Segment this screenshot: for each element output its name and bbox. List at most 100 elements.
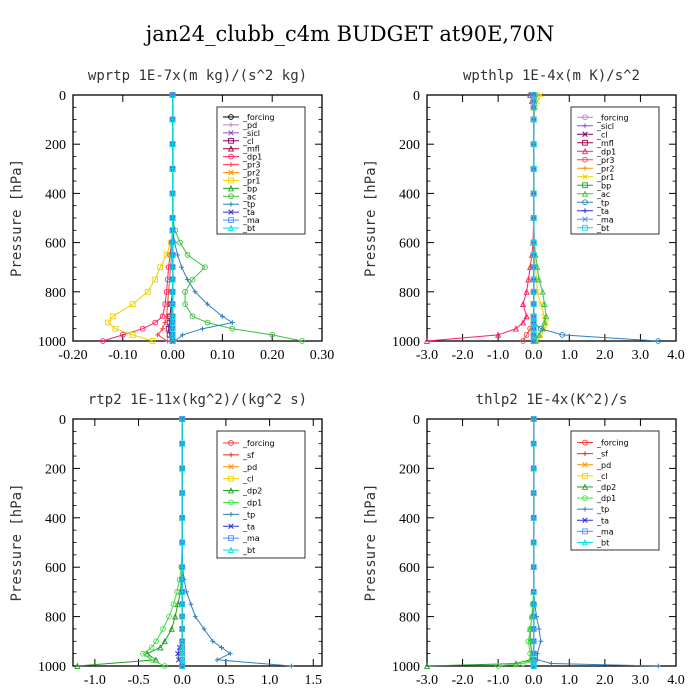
data-point (530, 319, 537, 326)
data-point (169, 300, 176, 307)
data-point (162, 320, 168, 325)
x-tick-label: 0.0 (525, 673, 543, 688)
series-line (142, 419, 183, 667)
data-point (269, 332, 276, 338)
series-dp1 (495, 416, 537, 669)
legend-label: _sf (242, 451, 254, 460)
legend-marker (582, 216, 588, 223)
data-point (179, 563, 186, 571)
data-point (179, 650, 186, 657)
data-point (530, 252, 537, 258)
data-point (530, 650, 537, 657)
series-dp1 (100, 92, 176, 344)
data-point (530, 92, 537, 98)
legend-marker (582, 461, 588, 468)
data-point (166, 613, 172, 620)
legend-label: _ta (242, 522, 255, 531)
data-point (535, 331, 543, 338)
data-point (164, 314, 170, 319)
data-point (179, 514, 186, 521)
data-point (530, 489, 537, 496)
y-tick-label: 1000 (38, 335, 66, 350)
legend-marker (228, 440, 234, 446)
y-tick-label: 600 (399, 237, 420, 252)
data-point (530, 325, 537, 332)
data-point (155, 332, 161, 338)
data-point (530, 464, 537, 472)
legend-label: _dp1 (596, 494, 616, 503)
legend-marker (228, 511, 234, 517)
legend-entry: _dp1 (577, 147, 616, 156)
legend-label: _sicl (242, 129, 260, 138)
legend: _forcing _sf _pd _cl _dp2 _dp1 _tp _ta _ma _bt (570, 430, 660, 551)
x-tick-label: 2.0 (596, 348, 614, 363)
legend-marker (227, 145, 235, 152)
y-axis-label: Pressure [hPa] (363, 159, 379, 277)
data-point (152, 319, 159, 326)
x-tick-label: 3.0 (632, 673, 650, 688)
legend-label: _bt (596, 538, 609, 547)
series-line (77, 419, 183, 667)
legend: _forcing_sicl_cl_mfl_dp1_pr3_pr2_pr1_bp_… (570, 106, 660, 235)
x-tick-label: -0.20 (58, 348, 87, 363)
data-point (530, 660, 537, 667)
data-point (169, 239, 176, 246)
data-point (119, 332, 126, 338)
series-bt (530, 92, 537, 344)
data-point (169, 263, 176, 271)
data-point (149, 338, 156, 344)
data-point (530, 415, 537, 422)
legend-label: _tp (242, 200, 255, 209)
legend-marker (582, 473, 588, 479)
data-point (539, 288, 546, 295)
legend-label: _pr3 (242, 161, 260, 170)
data-point (129, 332, 136, 338)
data-point (543, 312, 550, 320)
legend-label: _forcing (242, 113, 275, 122)
y-tick-label: 600 (45, 561, 66, 576)
legend-entry: _bt (223, 546, 255, 555)
y-tick-label: 200 (399, 138, 420, 153)
legend-entry: _ta (223, 208, 255, 217)
data-point (169, 312, 176, 320)
data-point (179, 415, 186, 422)
legend-entry: _pr2 (223, 169, 260, 178)
legend-marker (581, 147, 589, 155)
legend-marker (582, 139, 588, 146)
legend-marker (228, 475, 234, 482)
data-point (423, 662, 431, 669)
legend-marker (582, 156, 588, 163)
legend-marker (228, 153, 234, 160)
legend-entry: _tp (577, 198, 609, 207)
data-point (160, 626, 166, 632)
legend-box (216, 106, 306, 235)
legend-entry: _dp1 (223, 498, 262, 507)
legend-label: _pd (596, 461, 611, 470)
series-line (426, 94, 535, 342)
x-tick-label: 0.10 (210, 348, 235, 363)
data-point (105, 319, 111, 326)
data-point (169, 91, 176, 98)
x-tick-label: -0.10 (108, 348, 137, 363)
data-point (169, 251, 176, 258)
data-point (179, 539, 186, 546)
legend-label: _pr1 (596, 173, 614, 182)
data-point (204, 319, 211, 326)
x-tick-label: 0.0 (525, 348, 543, 363)
y-tick-label: 800 (45, 286, 66, 301)
y-tick-label: 1000 (38, 660, 66, 675)
legend-entry: _pd (223, 463, 257, 472)
data-point (530, 313, 537, 320)
data-point (537, 325, 544, 332)
data-point (169, 337, 176, 344)
data-point (530, 104, 537, 111)
data-point (538, 638, 544, 644)
legend-label: _ma (242, 534, 260, 543)
legend-entry: _cl (577, 130, 608, 139)
legend-entry: _pd (223, 121, 257, 130)
data-point (188, 601, 194, 607)
data-point (655, 663, 661, 669)
legend-marker (228, 193, 234, 200)
data-point (530, 190, 537, 197)
x-tick-label: 0.30 (310, 348, 335, 363)
